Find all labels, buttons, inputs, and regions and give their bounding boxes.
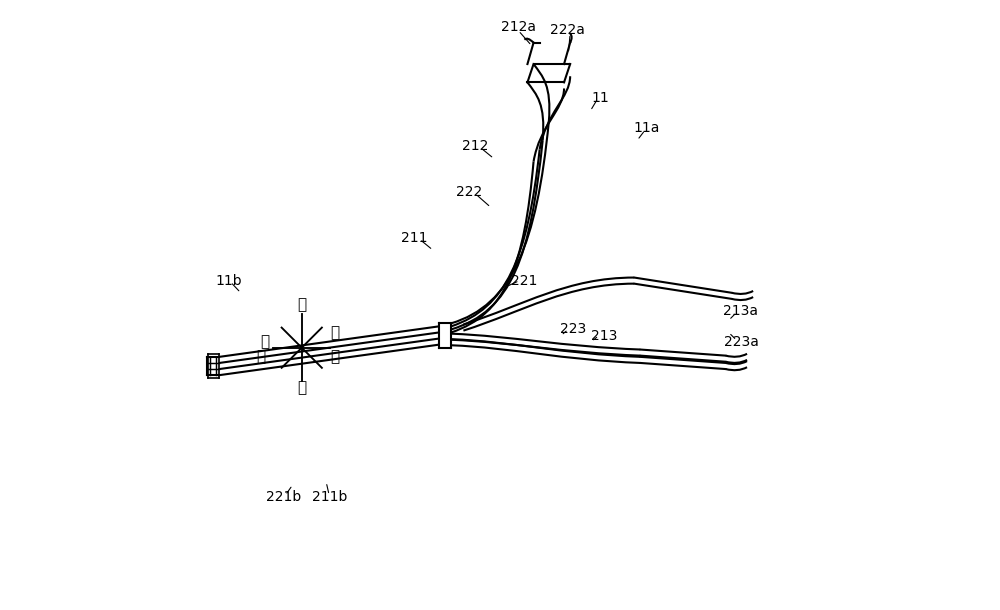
Text: 213: 213: [591, 329, 617, 342]
Text: 211: 211: [401, 231, 428, 245]
Text: 上: 上: [297, 298, 306, 312]
Text: 212: 212: [462, 140, 489, 153]
Text: 221b: 221b: [266, 490, 301, 504]
Text: 后: 后: [256, 350, 265, 364]
Text: 下: 下: [297, 380, 306, 395]
Text: 221: 221: [511, 274, 538, 287]
Text: 前: 前: [331, 325, 340, 340]
Text: 213a: 213a: [723, 304, 758, 318]
Text: 222a: 222a: [550, 24, 585, 37]
Text: 11b: 11b: [215, 274, 242, 287]
Text: 右: 右: [331, 350, 340, 364]
Text: 211b: 211b: [312, 490, 347, 504]
Text: 左: 左: [261, 334, 270, 349]
Text: 223: 223: [560, 323, 586, 336]
Text: 11a: 11a: [633, 121, 660, 135]
Text: 223a: 223a: [724, 335, 758, 348]
Text: 222: 222: [456, 185, 483, 199]
Text: 11: 11: [592, 91, 610, 104]
Text: 212a: 212a: [501, 21, 536, 34]
